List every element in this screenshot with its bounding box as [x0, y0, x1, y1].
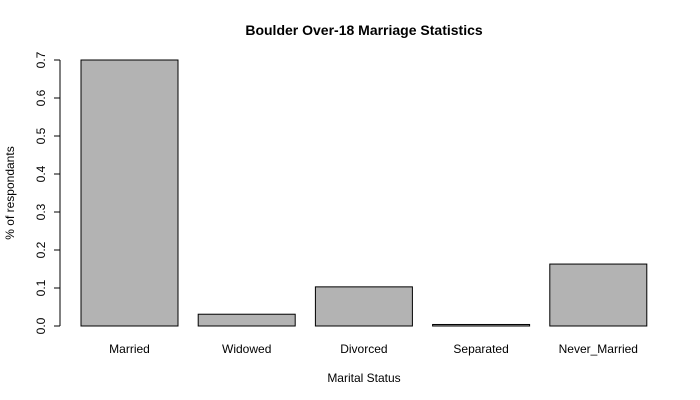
bar-widowed: [197, 313, 296, 327]
category-label: Divorced: [340, 342, 387, 356]
bar-separated: [432, 323, 531, 327]
y-tick-label: 0.1: [34, 279, 48, 296]
bar-divorced: [314, 286, 413, 327]
category-labels: Married Widowed Divorced Separated Never_Mar…: [109, 342, 638, 356]
y-axis-label: % of respondants: [3, 146, 17, 239]
x-axis-label: Marital Status: [327, 371, 400, 385]
y-tick-label: 0.5: [34, 127, 48, 144]
y-tick-label: 0.6: [34, 89, 48, 106]
y-tick-label: 0.3: [34, 203, 48, 220]
y-tick-label: 0.0: [34, 317, 48, 334]
y-tick-label: 0.7: [34, 51, 48, 68]
category-label: Widowed: [222, 342, 271, 356]
bar-married: [80, 59, 179, 327]
y-axis: 0.0 0.1 0.2 0.3 0.4 0.5 0.6 0.7: [34, 51, 61, 334]
category-label: Never_Married: [559, 342, 638, 356]
category-label: Married: [109, 342, 150, 356]
category-label: Separated: [453, 342, 508, 356]
y-tick-label: 0.2: [34, 241, 48, 258]
chart-title: Boulder Over-18 Marriage Statistics: [245, 22, 483, 38]
bar-never-married: [549, 263, 648, 327]
bars: [80, 59, 648, 327]
y-tick-label: 0.4: [34, 165, 48, 182]
